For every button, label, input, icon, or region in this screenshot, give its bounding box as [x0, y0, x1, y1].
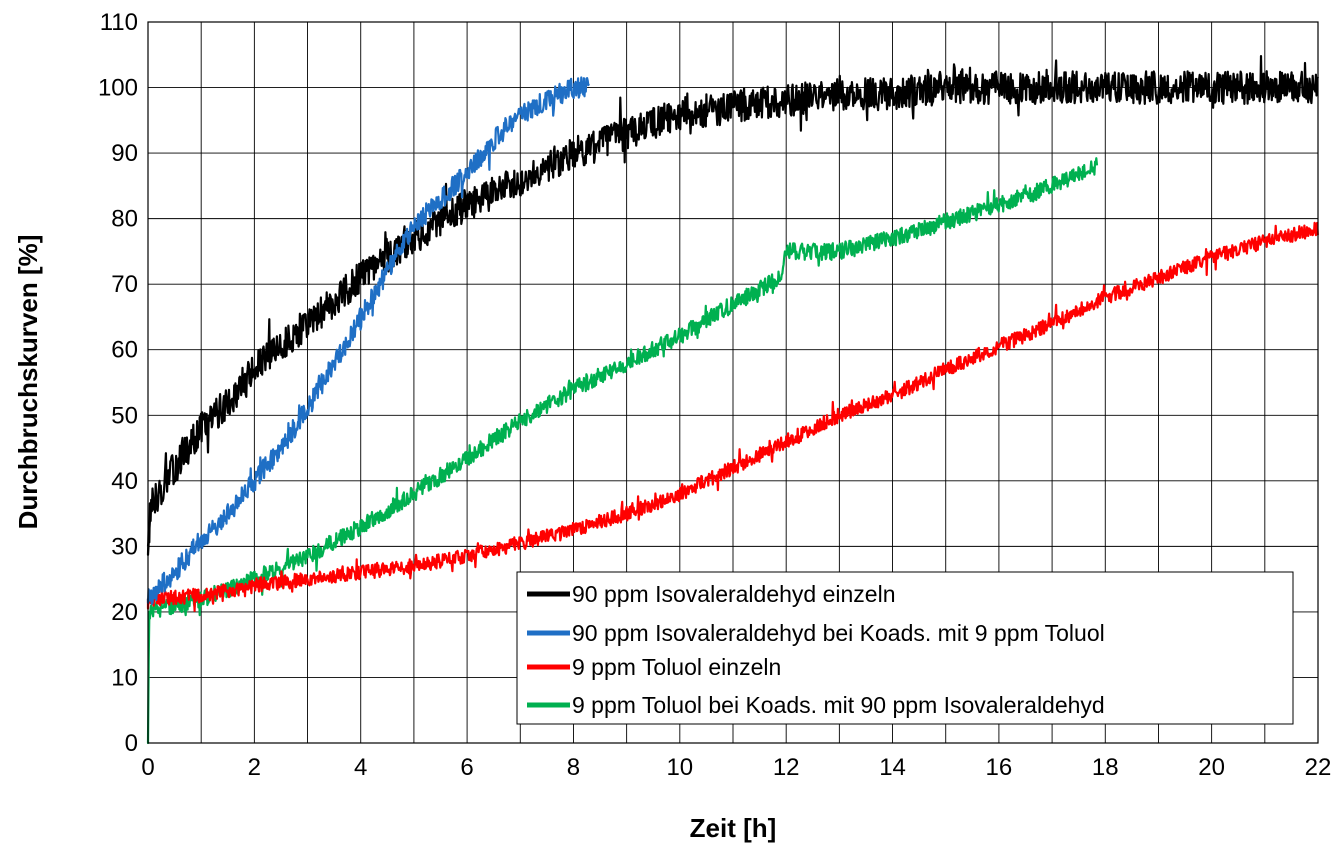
y-tick-label: 50 [111, 402, 138, 429]
x-tick-label: 16 [986, 754, 1013, 781]
legend-label-0: 90 ppm Isovaleraldehyd einzeln [572, 581, 895, 607]
y-tick-label: 20 [111, 599, 138, 626]
series-line-0 [146, 55, 1319, 556]
legend-label-2: 9 ppm Toluol einzeln [572, 654, 781, 680]
series-line-3 [146, 157, 1099, 745]
x-tick-label: 6 [460, 754, 473, 781]
legend: 90 ppm Isovaleraldehyd einzeln 90 ppm Is… [516, 571, 1294, 725]
x-tick-label: 18 [1092, 754, 1119, 781]
y-tick-label: 60 [111, 337, 138, 364]
x-tick-label: 8 [567, 754, 580, 781]
legend-box [516, 571, 1294, 725]
y-tick-label: 70 [111, 271, 138, 298]
tick-labels: 0 2 4 6 8 10 12 14 16 18 20 22 0 10 20 30 40 50 60 70 80 90 10… [98, 9, 1331, 781]
y-tick-label: 0 [125, 730, 138, 757]
y-tick-label: 30 [111, 533, 138, 560]
series-line-2 [146, 221, 1319, 612]
x-tick-label: 12 [773, 754, 800, 781]
x-tick-label: 0 [141, 754, 154, 781]
y-tick-label: 110 [100, 9, 138, 36]
y-tick-label: 90 [111, 140, 138, 167]
x-tick-label: 20 [1198, 754, 1225, 781]
y-tick-label: 10 [111, 664, 138, 691]
y-tick-label: 40 [111, 468, 138, 495]
series-line-1 [146, 76, 590, 605]
legend-label-3: 9 ppm Toluol bei Koads. mit 90 ppm Isova… [572, 692, 1105, 718]
legend-label-1: 90 ppm Isovaleraldehyd bei Koads. mit 9 … [572, 620, 1105, 646]
series-group [146, 55, 1319, 745]
x-tick-label: 14 [879, 754, 906, 781]
y-axis-title: Durchbruchskurven [%] [13, 235, 43, 530]
plot-frame [147, 21, 1319, 744]
y-tick-label: 100 [98, 75, 138, 102]
x-tick-label: 4 [354, 754, 367, 781]
x-tick-label: 2 [248, 754, 261, 781]
y-tick-label: 80 [111, 206, 138, 233]
x-tick-label: 10 [666, 754, 693, 781]
x-tick-label: 22 [1305, 754, 1332, 781]
x-axis-title: Zeit [h] [690, 813, 777, 843]
